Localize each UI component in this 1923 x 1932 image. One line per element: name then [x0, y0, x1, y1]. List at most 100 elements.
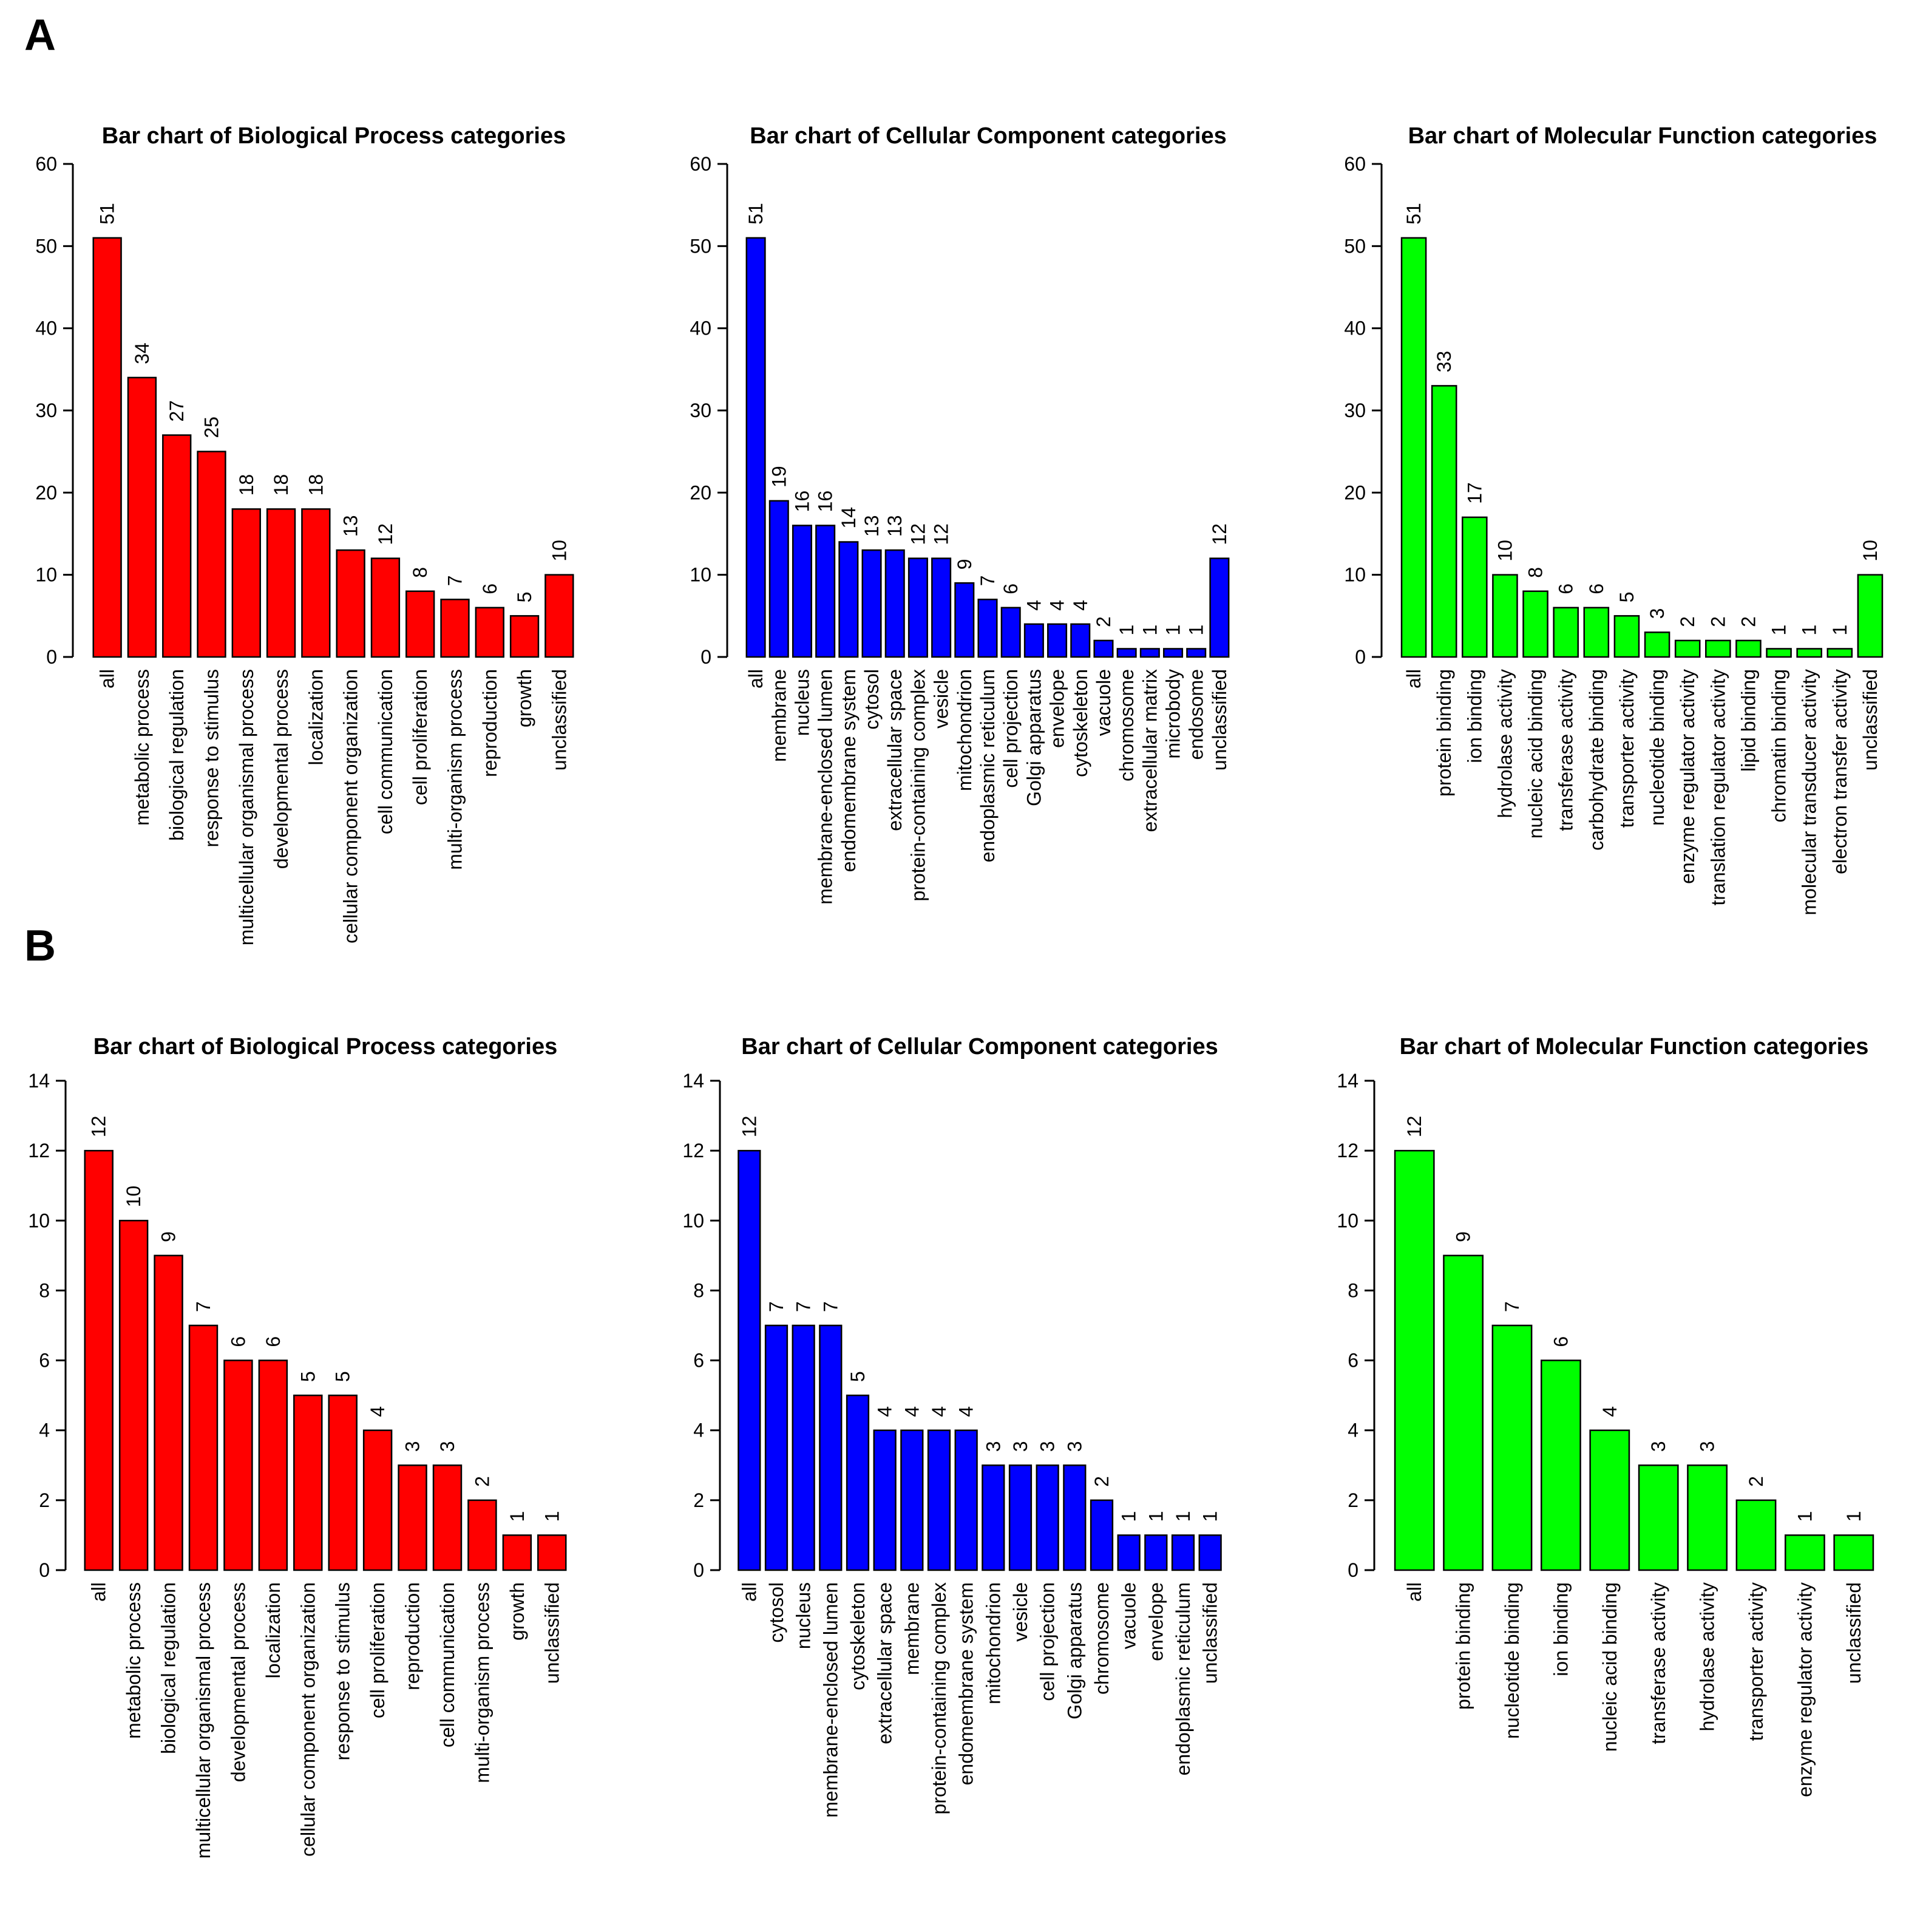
bar-value-label: 2	[471, 1476, 493, 1487]
y-tick-label: 10	[1337, 1209, 1358, 1231]
bar-value-label: 1	[1145, 1511, 1167, 1522]
y-tick-label: 0	[39, 1559, 50, 1581]
category-label: vacuole	[1118, 1582, 1140, 1649]
bar-value-label: 7	[819, 1301, 841, 1312]
bar-value-label: 1	[1768, 625, 1790, 636]
y-tick-label: 14	[1337, 1070, 1358, 1092]
bar	[1644, 631, 1670, 658]
category-label: Golgi apparatus	[1023, 669, 1045, 806]
category-label: chromosome	[1091, 1582, 1113, 1695]
category-label: carbohydrate binding	[1586, 669, 1607, 851]
category-label: transporter activity	[1745, 1582, 1767, 1741]
category-label: chromatin binding	[1768, 669, 1790, 823]
category-label: protein binding	[1453, 1582, 1474, 1710]
category-label: all	[97, 669, 118, 689]
category-label: membrane-enclosed lumen	[819, 1582, 841, 1818]
bar-value-label: 9	[954, 559, 975, 570]
category-label: growth	[506, 1582, 528, 1641]
bar	[509, 615, 540, 658]
category-label: hydrolase activity	[1697, 1582, 1718, 1731]
category-label: cytoskeleton	[847, 1582, 869, 1690]
bar	[1491, 1324, 1533, 1571]
bar	[502, 1534, 532, 1571]
bar	[1833, 1534, 1874, 1571]
bar-value-label: 51	[745, 203, 767, 225]
category-label: developmental process	[270, 669, 292, 869]
bar-value-label: 10	[548, 540, 570, 562]
bar	[819, 1324, 843, 1571]
bar-value-label: 3	[436, 1441, 458, 1452]
y-tick-label: 0	[1348, 1559, 1358, 1581]
bar	[1117, 1534, 1141, 1571]
category-label: all	[1403, 669, 1425, 689]
y-tick-label: 4	[1348, 1420, 1358, 1441]
bar	[398, 1464, 427, 1571]
panel-letter-b: B	[24, 922, 56, 970]
category-label: endomembrane system	[838, 669, 860, 872]
bar	[1784, 1534, 1825, 1571]
y-tick-label: 0	[1355, 646, 1366, 668]
bar	[92, 237, 122, 658]
category-label: cell projection	[1037, 1582, 1059, 1701]
category-label: nucleotide binding	[1646, 669, 1668, 826]
bar-value-label: 1	[1199, 1511, 1221, 1522]
bar-value-label: 8	[409, 567, 431, 578]
bar	[1431, 385, 1457, 658]
chart-3: Bar chart of Biological Process categori…	[28, 1034, 567, 1859]
y-tick-label: 0	[46, 646, 57, 668]
category-label: endomembrane system	[955, 1582, 977, 1785]
category-label: cell communication	[436, 1582, 458, 1747]
category-label: ion binding	[1463, 669, 1485, 763]
bar	[1144, 1534, 1168, 1571]
category-label: vacuole	[1093, 669, 1114, 736]
bar	[1400, 237, 1427, 658]
bar	[1093, 639, 1114, 658]
bar	[1583, 607, 1610, 658]
bar	[1116, 648, 1137, 658]
bar-value-label: 16	[791, 491, 813, 512]
bar	[154, 1254, 183, 1571]
category-label: cell proliferation	[367, 1582, 388, 1718]
y-tick-label: 10	[1344, 564, 1366, 586]
bar	[1008, 1464, 1033, 1571]
bar	[1198, 1534, 1222, 1571]
bar-value-label: 17	[1463, 482, 1485, 504]
category-label: cytosol	[765, 1582, 787, 1643]
chart-title: Bar chart of Cellular Component categori…	[741, 1034, 1218, 1060]
bar	[231, 508, 261, 658]
category-label: protein binding	[1433, 669, 1455, 797]
category-label: localization	[305, 669, 327, 765]
y-tick-label: 40	[690, 318, 711, 339]
y-tick-label: 30	[35, 400, 57, 421]
bar	[370, 557, 401, 658]
category-label: vesicle	[1009, 1582, 1031, 1642]
bar	[1394, 1149, 1435, 1571]
bar-value-label: 5	[297, 1371, 319, 1382]
bar	[838, 541, 859, 658]
bar	[768, 500, 789, 658]
bar	[1492, 574, 1518, 658]
bar-value-label: 51	[97, 203, 118, 225]
category-label: multicellular organismal process	[192, 1582, 214, 1859]
chart-title: Bar chart of Molecular Function categori…	[1400, 1034, 1869, 1060]
bar	[1766, 648, 1792, 658]
bar	[954, 1429, 978, 1571]
y-tick-label: 2	[39, 1489, 50, 1511]
y-tick-label: 0	[700, 646, 711, 668]
bar-value-label: 12	[738, 1116, 760, 1138]
category-label: transporter activity	[1616, 669, 1638, 828]
y-tick-label: 40	[35, 318, 57, 339]
bar	[1705, 639, 1731, 658]
y-tick-label: 12	[28, 1140, 50, 1162]
bar	[745, 237, 766, 658]
category-label: membrane-enclosed lumen	[815, 669, 836, 905]
category-label: microbody	[1162, 669, 1184, 759]
bar-value-label: 7	[793, 1301, 815, 1312]
bar	[846, 1394, 870, 1571]
bar-value-label: 4	[1023, 600, 1045, 611]
bar-value-label: 13	[340, 515, 362, 537]
category-label: endoplasmic reticulum	[1172, 1582, 1194, 1775]
chart-1: Bar chart of Cellular Component categori…	[690, 123, 1230, 905]
bar	[1826, 648, 1853, 658]
